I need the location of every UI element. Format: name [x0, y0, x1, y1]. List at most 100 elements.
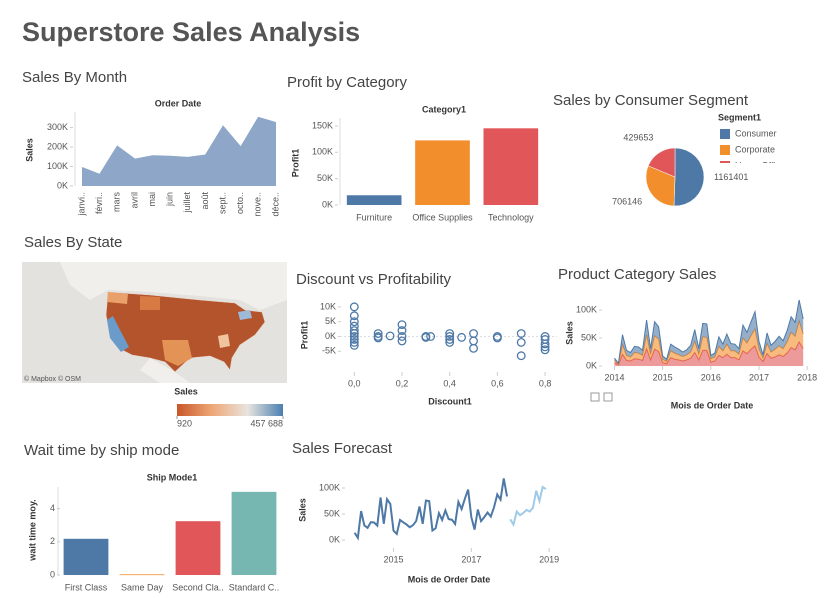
y-tick-label: 50K: [317, 173, 333, 183]
y-tick-label: 100K: [319, 482, 340, 492]
us-states: [105, 291, 266, 373]
legend-label: Consumer: [735, 128, 777, 138]
x-tick-label: mai: [147, 192, 157, 207]
x-tick-label: déce..: [270, 192, 280, 217]
x-tick-label: janvi..: [76, 192, 86, 217]
x-tick-label: octo..: [235, 192, 245, 214]
x-axis-label: Ship Mode1: [147, 472, 198, 482]
legend-swatch: [720, 161, 730, 163]
state-new-york: [238, 310, 252, 320]
bar: [119, 574, 165, 576]
page-title: Superstore Sales Analysis: [22, 17, 360, 47]
x-axis-label: Mois de Order Date: [671, 400, 754, 410]
x-tick-label: juin: [165, 192, 175, 207]
x-tick-label: 2019: [539, 554, 559, 564]
data-label: 429653: [623, 132, 653, 142]
y-axis-label: Sales: [24, 138, 34, 162]
legend-title: Sales: [174, 386, 198, 396]
x-tick-label: 0,8: [539, 378, 552, 388]
point: [469, 336, 478, 346]
point: [349, 326, 359, 336]
x-tick-label: sept..: [217, 192, 227, 214]
icon[interactable]: [590, 392, 600, 402]
bar: [63, 538, 109, 575]
y-tick-label: 4: [50, 503, 55, 513]
state-montana: [140, 296, 160, 310]
legend-swatch: [720, 145, 730, 155]
legend-title: Segment1: [718, 112, 761, 122]
x-tick-label: Technology: [488, 212, 534, 222]
state-southeast: [218, 334, 230, 348]
x-tick-label: 2016: [701, 372, 721, 382]
x-tick-label: Office Supplies: [412, 212, 473, 222]
point: [349, 311, 359, 321]
y-tick-label: 100K: [47, 161, 68, 171]
point: [349, 302, 359, 312]
point: [397, 320, 407, 330]
y-tick-label: 100K: [312, 147, 333, 157]
y-axis-label: Profit1: [290, 149, 300, 178]
x-tick-label: 2018: [797, 372, 817, 382]
point: [349, 334, 359, 344]
bar: [346, 195, 402, 205]
point: [445, 337, 455, 347]
panel-title: Wait time by ship mode: [24, 442, 179, 459]
point: [516, 329, 526, 338]
bar: [231, 491, 277, 575]
point: [397, 336, 407, 346]
pie-slice: [645, 165, 676, 207]
y-tick-label: 0K: [329, 535, 340, 545]
point: [397, 326, 407, 336]
point: [445, 334, 455, 344]
x-tick-label: juillet: [182, 192, 192, 214]
x-tick-label: avril: [129, 192, 139, 209]
x-tick-label: Same Day: [121, 582, 164, 592]
x-tick-label: 2017: [749, 372, 769, 382]
pie-slice: [647, 147, 676, 178]
x-tick-label: Standard C..: [229, 582, 280, 592]
state-washington: [107, 292, 128, 304]
point: [421, 332, 431, 342]
x-axis-label: Order Date: [155, 98, 202, 108]
area-fill: [82, 117, 276, 186]
legend: Consumer Corporate Home Office: [720, 128, 785, 170]
panel-title: Profit by Category: [287, 74, 408, 91]
point: [469, 343, 478, 353]
x-tick-label: 2017: [461, 554, 481, 564]
bar: [415, 140, 470, 205]
state-california: [107, 316, 129, 352]
legend-label: Home Office: [735, 160, 785, 170]
area-fill: [614, 321, 804, 365]
point: [349, 332, 359, 341]
x-tick-label: 2014: [604, 372, 624, 382]
color-legend: [177, 404, 283, 416]
y-tick-label: 10K: [320, 301, 336, 311]
point: [349, 317, 359, 327]
legend-label: Corporate: [735, 144, 775, 154]
legend-label: 457 688: [250, 418, 283, 428]
y-tick-label: 0K: [325, 331, 336, 341]
y-tick-label: 50K: [324, 508, 340, 518]
y-tick-label: 200K: [47, 141, 68, 151]
icon[interactable]: [603, 392, 613, 402]
y-tick-label: 0K: [322, 199, 333, 209]
y-tick-label: -5K: [322, 346, 336, 356]
panel-title: Sales By State: [24, 234, 122, 251]
point: [445, 332, 455, 341]
x-axis-label: Discount1: [428, 396, 472, 406]
x-tick-label: févri..: [94, 192, 104, 214]
x-tick-label: 0,0: [348, 378, 361, 388]
bar: [175, 521, 221, 575]
y-axis-label: Profit1: [299, 321, 309, 350]
point: [385, 331, 395, 341]
panel-title: Product Category Sales: [558, 266, 716, 283]
canada: [60, 262, 287, 310]
point: [349, 337, 359, 347]
x-tick-label: 2015: [653, 372, 673, 382]
x-tick-label: août: [200, 192, 210, 210]
point: [445, 329, 455, 338]
map: [22, 262, 287, 383]
x-tick-label: 0,4: [443, 378, 456, 388]
y-tick-label: 5K: [325, 316, 336, 326]
